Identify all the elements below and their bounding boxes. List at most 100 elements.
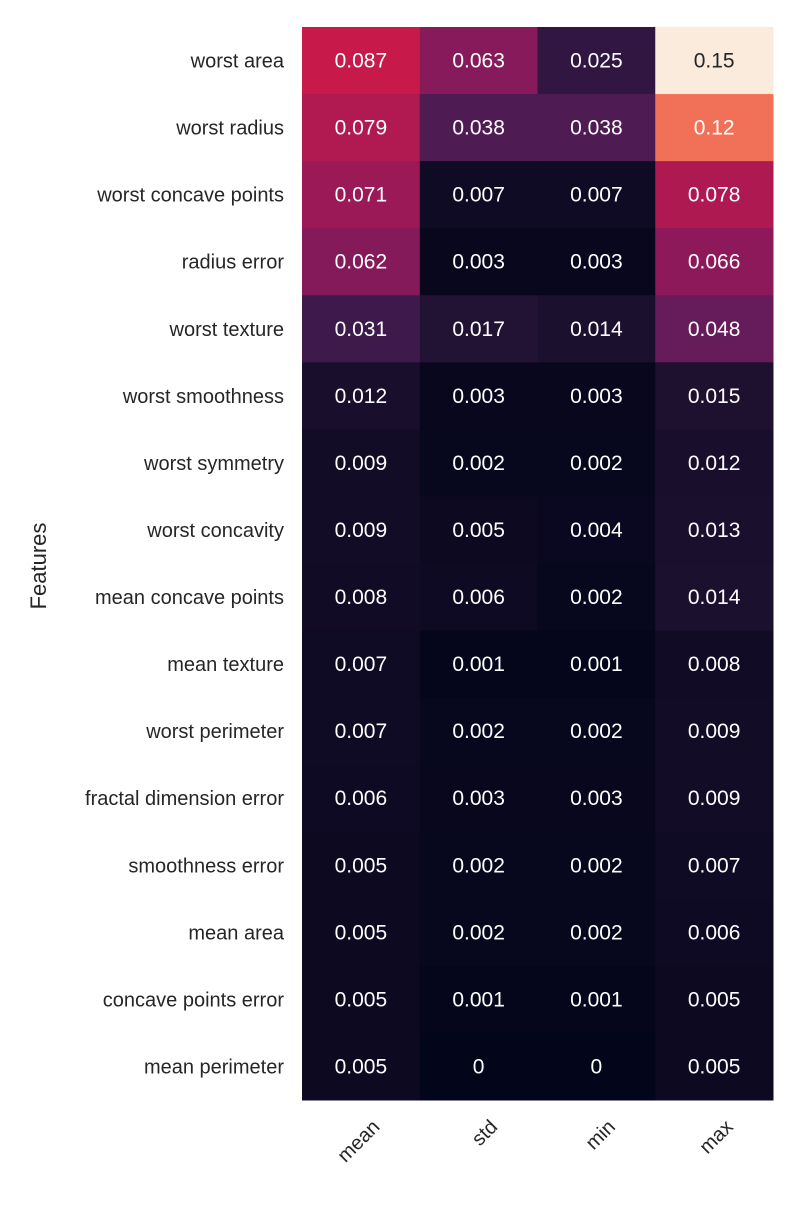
cell-value-label: 0.001 xyxy=(570,653,623,676)
row-label: concave points error xyxy=(103,989,285,1011)
heatmap-cell xyxy=(537,563,656,632)
heatmap-cell xyxy=(655,630,774,699)
heatmap-cell xyxy=(537,1032,656,1101)
heatmap-cell xyxy=(302,697,421,766)
cell-value-label: 0.004 xyxy=(570,519,623,542)
cell-value-label: 0.002 xyxy=(570,586,623,609)
cell-value-label: 0.007 xyxy=(688,854,741,877)
cell-value-label: 0.063 xyxy=(452,50,505,73)
cell-value-label: 0.003 xyxy=(452,385,505,408)
cell-value-label: 0.008 xyxy=(335,586,388,609)
cell-value-label: 0.002 xyxy=(570,720,623,743)
cell-value-label: 0.005 xyxy=(335,1055,388,1078)
heatmap-cell xyxy=(419,630,538,699)
cell-value-label: 0.002 xyxy=(452,854,505,877)
cell-value-label: 0.007 xyxy=(335,720,388,743)
cell-value-label: 0.003 xyxy=(452,251,505,274)
heatmap-cell xyxy=(419,831,538,900)
row-label: mean concave points xyxy=(95,587,284,609)
cell-value-label: 0.009 xyxy=(335,452,388,475)
cell-value-label: 0.009 xyxy=(688,787,741,810)
row-label: worst concavity xyxy=(146,520,284,542)
row-label: fractal dimension error xyxy=(85,788,284,810)
cell-value-label: 0.001 xyxy=(570,988,623,1011)
heatmap-cell xyxy=(302,161,421,229)
cell-value-label: 0.003 xyxy=(570,385,623,408)
cell-value-label: 0.071 xyxy=(335,184,388,207)
cell-value-label: 0.038 xyxy=(452,117,505,140)
heatmap-cell xyxy=(302,965,421,1034)
cell-value-label: 0.025 xyxy=(570,50,623,73)
cell-value-label: 0.005 xyxy=(335,988,388,1011)
cell-value-label: 0.002 xyxy=(570,854,623,877)
heatmap-cell xyxy=(655,94,774,162)
cell-value-label: 0.002 xyxy=(570,921,623,944)
heatmap-cell xyxy=(655,831,774,900)
row-label: worst radius xyxy=(175,118,284,140)
cell-value-label: 0.005 xyxy=(335,921,388,944)
row-label: mean texture xyxy=(167,654,284,676)
cell-value-label: 0.012 xyxy=(335,385,388,408)
heatmap-cell xyxy=(655,429,774,497)
heatmap-cell xyxy=(537,94,656,162)
cell-value-label: 0.007 xyxy=(452,184,505,207)
heatmap-cell xyxy=(537,496,656,564)
column-label: max xyxy=(695,1116,737,1158)
column-label: mean xyxy=(333,1116,384,1167)
heatmap-cell xyxy=(655,965,774,1034)
cell-value-label: 0.014 xyxy=(570,318,623,341)
cell-value-label: 0.009 xyxy=(335,519,388,542)
heatmap-cell xyxy=(655,496,774,564)
row-label: smoothness error xyxy=(128,855,284,877)
y-axis-title: Features xyxy=(26,523,51,610)
heatmap-cell xyxy=(655,161,774,229)
cell-value-label: 0.009 xyxy=(688,720,741,743)
heatmap-cell xyxy=(537,898,656,967)
cell-value-label: 0.014 xyxy=(688,586,741,609)
cell-value-label: 0.002 xyxy=(452,921,505,944)
row-label: worst area xyxy=(190,51,285,73)
cell-value-label: 0.002 xyxy=(452,452,505,475)
heatmap-cell xyxy=(655,295,774,363)
cell-value-label: 0.003 xyxy=(570,787,623,810)
cell-value-label: 0.079 xyxy=(335,117,388,140)
heatmap-cell xyxy=(419,496,538,564)
heatmap-cell xyxy=(419,563,538,632)
heatmap-cell xyxy=(302,362,421,430)
heatmap-cell xyxy=(537,295,656,363)
heatmap-cell xyxy=(302,429,421,497)
heatmap-cell xyxy=(419,697,538,766)
cell-value-label: 0.017 xyxy=(452,318,505,341)
column-label: min xyxy=(582,1116,620,1154)
cell-value-label: 0.007 xyxy=(335,653,388,676)
heatmap-cell xyxy=(655,362,774,430)
cell-value-label: 0.006 xyxy=(452,586,505,609)
heatmap-cell xyxy=(419,362,538,430)
cell-value-label: 0.003 xyxy=(452,787,505,810)
heatmap-cell xyxy=(419,1032,538,1101)
heatmap-cell xyxy=(537,27,656,95)
heatmap-cell xyxy=(655,1032,774,1101)
row-label: worst texture xyxy=(169,319,284,341)
cell-value-label: 0.012 xyxy=(688,452,741,475)
row-labels-layer: worst area worst radius worst concave poin… xyxy=(85,51,285,1079)
cell-value-label: 0.005 xyxy=(688,1055,741,1078)
heatmap-cell xyxy=(655,898,774,967)
heatmap-cell xyxy=(302,764,421,833)
heatmap-cell xyxy=(419,898,538,967)
row-label: worst symmetry xyxy=(143,453,284,475)
cells-layer xyxy=(302,27,774,1101)
cell-value-label: 0.006 xyxy=(335,787,388,810)
heatmap-cell xyxy=(302,563,421,632)
heatmap-cell xyxy=(537,697,656,766)
cell-value-label: 0.007 xyxy=(570,184,623,207)
row-label: worst smoothness xyxy=(122,386,284,408)
cell-value-label: 0.015 xyxy=(688,385,741,408)
row-label: mean perimeter xyxy=(144,1056,284,1078)
heatmap-cell xyxy=(419,429,538,497)
heatmap-cell xyxy=(302,228,421,296)
heatmap-cell xyxy=(302,898,421,967)
heatmap-cell xyxy=(419,764,538,833)
